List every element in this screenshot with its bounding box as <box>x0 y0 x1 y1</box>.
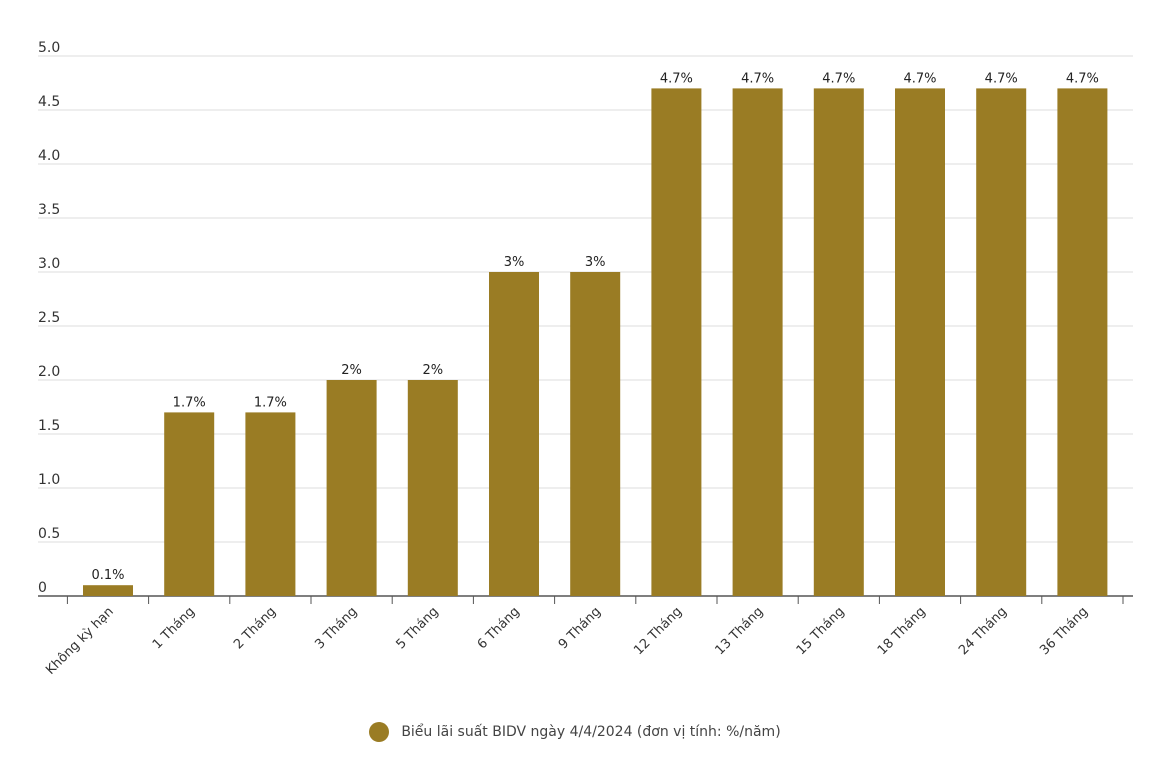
data-label: 0.1% <box>91 568 124 583</box>
data-label: 4.7% <box>741 71 774 86</box>
y-tick-label: 3.0 <box>38 256 60 272</box>
x-tick-label: 13 Tháng <box>712 604 766 658</box>
y-tick-label: 1.0 <box>38 472 60 488</box>
bar <box>570 272 621 596</box>
bar <box>895 88 945 597</box>
data-label: 2% <box>422 363 443 378</box>
x-tick-label: 36 Tháng <box>1037 604 1091 658</box>
data-label: 2% <box>341 363 362 378</box>
data-label: 4.7% <box>1066 71 1099 86</box>
x-tick-label: 5 Tháng <box>394 604 442 652</box>
bar <box>732 88 783 597</box>
y-tick-label: 0.5 <box>38 526 60 542</box>
bar <box>976 88 1027 597</box>
bar <box>83 585 133 596</box>
bar <box>651 88 702 597</box>
x-tick-label: 1 Tháng <box>150 604 198 652</box>
y-tick-label: 4.5 <box>38 94 60 110</box>
y-tick-label: 2.5 <box>38 310 60 326</box>
x-tick-label: 12 Tháng <box>631 604 685 658</box>
x-tick-label: Không kỳ hạn <box>43 604 117 678</box>
x-tick-label: 6 Tháng <box>475 604 523 652</box>
bar <box>407 380 458 596</box>
data-label: 4.7% <box>660 71 693 86</box>
bar <box>326 380 377 596</box>
y-tick-label: 2.0 <box>38 364 60 380</box>
x-tick-label: 3 Tháng <box>312 604 360 652</box>
bar <box>164 412 215 596</box>
bar-chart: 0 0.5 1.0 1.5 2.0 2.5 3.0 3.5 4.0 4.5 5.0 0.1% Không… <box>38 40 1133 678</box>
bar <box>245 412 296 596</box>
bar <box>1057 88 1108 597</box>
legend: Biểu lãi suất BIDV ngày 4/4/2024 (đơn vị… <box>0 722 1150 742</box>
y-tick-label: 1.5 <box>38 418 60 434</box>
bar <box>813 88 864 597</box>
data-label: 3% <box>504 255 525 270</box>
data-label: 4.7% <box>822 71 855 86</box>
data-label: 3% <box>585 255 606 270</box>
legend-marker <box>369 722 390 742</box>
legend-label: Biểu lãi suất BIDV ngày 4/4/2024 (đơn vị… <box>401 724 781 740</box>
x-tick-label: 18 Tháng <box>875 604 929 658</box>
x-tick-label: 2 Tháng <box>231 604 279 652</box>
data-label: 4.7% <box>903 71 936 86</box>
data-label: 1.7% <box>173 395 206 410</box>
data-label: 4.7% <box>985 71 1018 86</box>
y-tick-label: 5.0 <box>38 40 60 56</box>
y-tick-label: 0 <box>38 580 47 596</box>
y-tick-label: 3.5 <box>38 202 60 218</box>
x-tick-label: 9 Tháng <box>556 604 604 652</box>
x-tick-label: 24 Tháng <box>956 604 1010 658</box>
bar <box>489 272 539 596</box>
y-tick-label: 4.0 <box>38 148 60 164</box>
data-label: 1.7% <box>254 395 287 410</box>
x-tick-label: 15 Tháng <box>794 604 848 658</box>
